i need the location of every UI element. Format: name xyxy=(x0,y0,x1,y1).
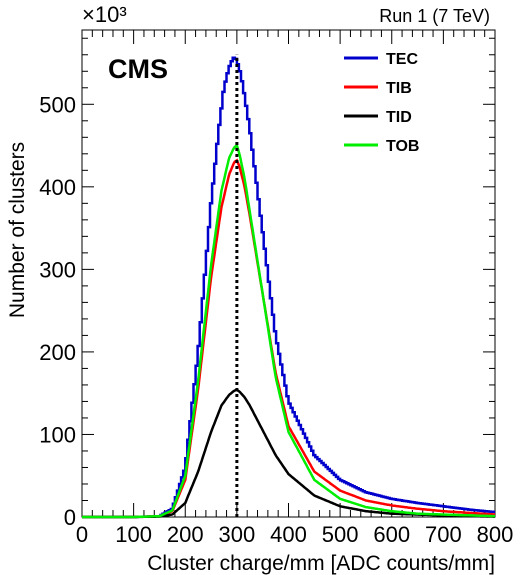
x-tick-label: 700 xyxy=(425,522,462,547)
x-ticks: 0 100 200 300 400 500 600 700 800 xyxy=(76,30,513,547)
x-tick-label: 400 xyxy=(270,522,307,547)
legend-label-tec: TEC xyxy=(386,51,418,68)
y-tick-label: 400 xyxy=(39,175,76,200)
y-tick-label: 300 xyxy=(39,257,76,282)
x-tick-label: 600 xyxy=(373,522,410,547)
x-tick-label: 500 xyxy=(322,522,359,547)
legend: TEC TIB TID TOB xyxy=(344,51,419,155)
y-tick-label: 0 xyxy=(64,505,76,530)
cms-label: CMS xyxy=(108,54,168,84)
series-line-tec xyxy=(82,56,495,519)
y-tick-label: 100 xyxy=(39,422,76,447)
series-line-tid xyxy=(82,388,495,519)
series-layer xyxy=(82,56,496,519)
y-tick-label: 500 xyxy=(39,92,76,117)
plot-frame xyxy=(81,29,496,518)
x-tick-label: 800 xyxy=(477,522,514,547)
x-tick-label: 0 xyxy=(76,522,88,547)
series-line-tib xyxy=(82,158,495,519)
y-ticks: 0 100 200 300 400 500 xyxy=(39,37,495,530)
series-line-tob xyxy=(82,143,496,519)
x-tick-label: 300 xyxy=(219,522,256,547)
x-axis-title: Cluster charge/mm [ADC counts/mm] xyxy=(147,552,495,575)
legend-label-tid: TID xyxy=(386,109,412,126)
y-axis-title: Number of clusters xyxy=(6,142,29,318)
legend-label-tob: TOB xyxy=(386,138,419,155)
legend-label-tib: TIB xyxy=(386,80,412,97)
run-label: Run 1 (7 TeV) xyxy=(379,6,490,26)
x-tick-label: 100 xyxy=(115,522,152,547)
y-tick-label: 200 xyxy=(39,340,76,365)
x-tick-label: 200 xyxy=(167,522,204,547)
y-exponent-label: ×10³ xyxy=(82,2,127,27)
